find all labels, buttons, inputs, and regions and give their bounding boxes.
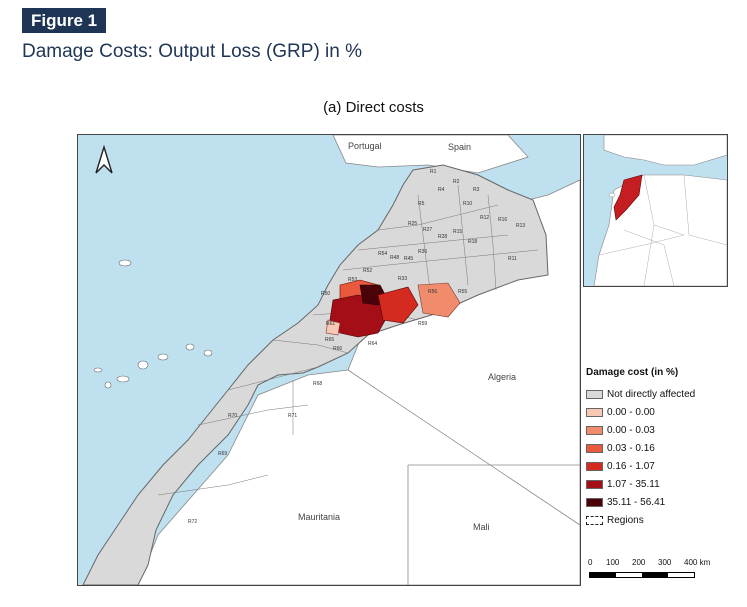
legend-title: Damage cost (in %) xyxy=(586,367,679,378)
region-label: R72 xyxy=(188,519,197,525)
label-algeria: Algeria xyxy=(488,372,516,382)
region-affected-d xyxy=(377,286,419,324)
legend: Damage cost (in %) Not directly affected… xyxy=(586,363,736,578)
region-label: R15 xyxy=(453,229,462,235)
legend-label: 0.16 - 1.07 xyxy=(607,460,655,472)
region-label: R61 xyxy=(326,321,335,327)
legend-swatch xyxy=(586,407,603,417)
region-label: R25 xyxy=(408,221,417,227)
legend-item: 0.00 - 0.03 xyxy=(586,421,736,439)
main-map: Portugal Spain Algeria Mauritania Mali R… xyxy=(77,134,581,586)
inset-africa xyxy=(593,174,727,286)
inset-morocco-highlight xyxy=(613,174,643,221)
region-label: R10 xyxy=(463,201,472,207)
region-label: R36 xyxy=(418,249,427,255)
region-label: R66 xyxy=(333,346,342,352)
legend-item: 0.16 - 1.07 xyxy=(586,457,736,475)
legend-label: 0.00 - 0.00 xyxy=(607,406,655,418)
region-affected-f xyxy=(325,319,341,336)
region-affected-e xyxy=(417,282,461,318)
legend-item: 1.07 - 35.11 xyxy=(586,475,736,493)
region-label: R3 xyxy=(473,187,480,193)
region-label: R48 xyxy=(390,255,399,261)
scale-tick: 400 km xyxy=(684,558,711,567)
inset-borders xyxy=(598,174,727,286)
region-label: R27 xyxy=(423,227,432,233)
legend-label: 0.03 - 0.16 xyxy=(607,442,655,454)
legend-swatch xyxy=(586,389,603,399)
north-arrow-icon xyxy=(95,144,113,174)
legend-swatch xyxy=(586,497,603,507)
region-label-group: R1 R2 R3 R4 R5 R10 R11 R12 R13 R15 R16 R… xyxy=(188,169,525,525)
inset-map-svg xyxy=(593,135,727,286)
legend-label: 1.07 - 35.11 xyxy=(607,478,660,490)
legend-label: Not directly affected xyxy=(607,388,696,400)
region-label: R59 xyxy=(418,321,427,327)
scale-tick: 100 xyxy=(606,558,620,567)
main-map-svg: Portugal Spain Algeria Mauritania Mali R… xyxy=(82,135,580,585)
madeira-island xyxy=(118,259,132,267)
scale-tick: 200 xyxy=(632,558,646,567)
legend-label: 35.11 - 56.41 xyxy=(607,496,666,508)
scale-bar-segments xyxy=(589,572,695,578)
region-label: R1 xyxy=(430,169,437,175)
region-label: R71 xyxy=(288,413,297,419)
region-label: R45 xyxy=(404,256,413,262)
algeria-mali-border xyxy=(347,369,580,526)
scale-tick: 300 xyxy=(658,558,672,567)
figure-subtitle: (a) Direct costs xyxy=(323,99,424,116)
region-label: R70 xyxy=(228,413,237,419)
region-label: R28 xyxy=(438,234,447,240)
legend-label: Regions xyxy=(607,514,644,526)
inset-canaries xyxy=(608,192,616,198)
region-label: R18 xyxy=(468,239,477,245)
figure-title: Damage Costs: Output Loss (GRP) in % xyxy=(22,41,363,62)
region-label: R64 xyxy=(368,341,377,347)
label-mali: Mali xyxy=(473,522,490,532)
region-label: R55 xyxy=(458,289,467,295)
region-label: R53 xyxy=(348,277,357,283)
region-label: R65 xyxy=(325,337,334,343)
legend-swatch xyxy=(586,479,603,489)
region-label: R50 xyxy=(321,291,330,297)
region-label: R13 xyxy=(516,223,525,229)
legend-item: 0.03 - 0.16 xyxy=(586,439,736,457)
figure-label: Figure 1 xyxy=(22,8,107,33)
legend-item: 35.11 - 56.41 xyxy=(586,493,736,511)
legend-swatch xyxy=(586,443,603,453)
legend-item: 0.00 - 0.00 xyxy=(586,403,736,421)
region-label: R68 xyxy=(313,381,322,387)
inset-map xyxy=(583,134,728,287)
region-label: R12 xyxy=(480,215,489,221)
region-label: R69 xyxy=(218,451,227,457)
region-label: R54 xyxy=(378,251,387,257)
label-mauritania: Mauritania xyxy=(298,512,340,522)
region-label: R11 xyxy=(508,256,517,262)
legend-swatch xyxy=(586,461,603,471)
region-label: R33 xyxy=(398,276,407,282)
legend-label: 0.00 - 0.03 xyxy=(607,424,655,436)
legend-swatch-regions xyxy=(586,515,603,525)
canary-islands xyxy=(93,343,213,389)
morocco-territory xyxy=(82,164,549,585)
legend-item: Regions xyxy=(586,511,736,529)
scale-labels: 0 100 200 300 400 km xyxy=(586,558,726,570)
region-label: R2 xyxy=(453,179,460,185)
legend-swatch xyxy=(586,425,603,435)
inset-europe xyxy=(603,135,727,166)
legend-item: Not directly affected xyxy=(586,385,736,403)
region-label: R52 xyxy=(363,268,372,274)
scale-bar: 0 100 200 300 400 km xyxy=(586,558,726,582)
region-label: R56 xyxy=(428,289,437,295)
region-label: R5 xyxy=(418,201,425,207)
region-label: R4 xyxy=(438,187,445,193)
label-portugal: Portugal xyxy=(348,141,382,151)
label-spain: Spain xyxy=(448,142,471,152)
region-boundaries xyxy=(157,184,539,496)
scale-tick: 0 xyxy=(588,558,593,567)
region-label: R16 xyxy=(498,217,507,223)
